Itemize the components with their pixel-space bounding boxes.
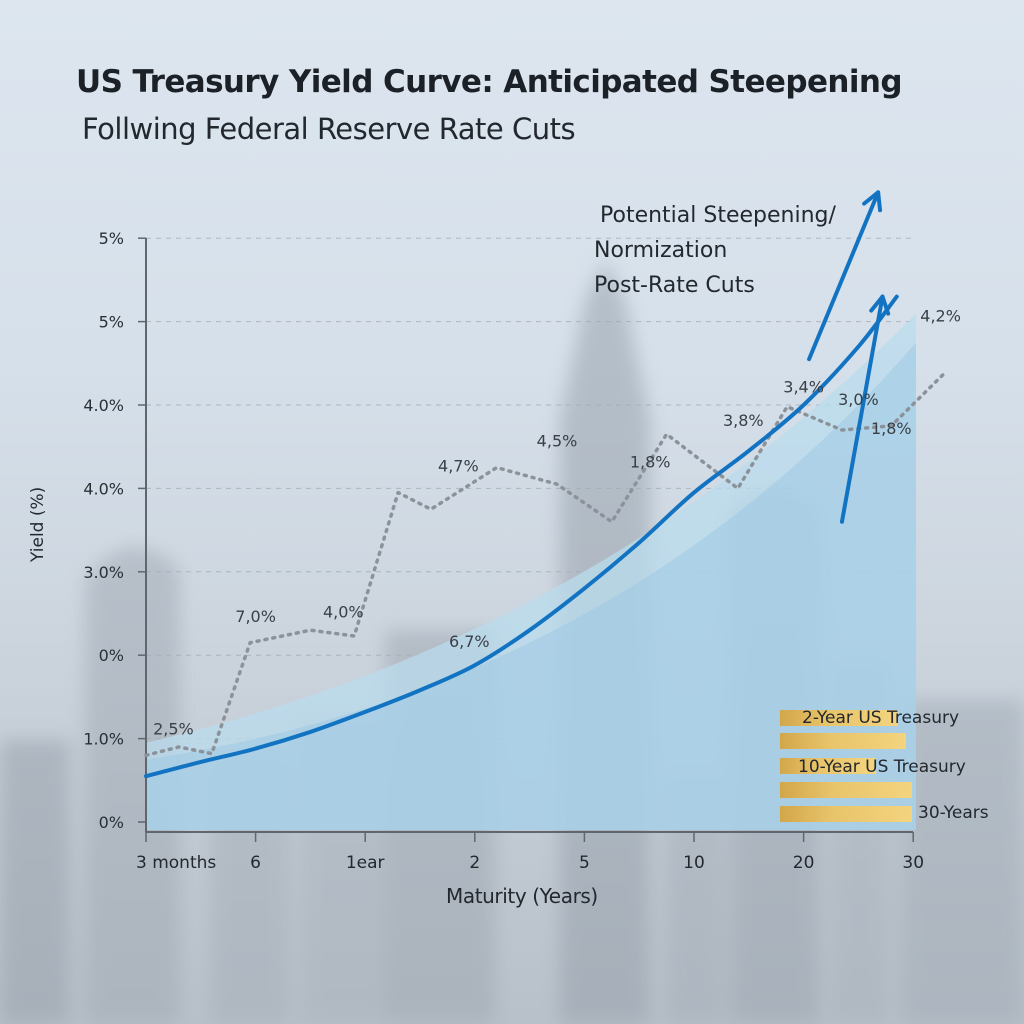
y-axis-ticks: 0% 1.0% 0% 3.0% 4.0% 4.0% 5% 5% — [83, 229, 146, 832]
legend-label-2yr: 2-Year US Treasury — [802, 708, 960, 728]
x-tick-label: 3 months — [136, 853, 216, 873]
annotation-line: Normization — [594, 238, 728, 263]
data-labels: 2,5% 7,0% 4,0% 6,7% 4,7% 4,5% 1,8% 3,8% 3,4% 3,0%… — [153, 307, 961, 739]
band-inner — [146, 342, 916, 830]
data-label: 7,0% — [235, 607, 276, 626]
data-label: 4,5% — [537, 432, 578, 451]
dotted-series-path — [144, 369, 948, 758]
projected-range-band — [146, 313, 916, 831]
chart-subtitle: Follwing Federal Reserve Rate Cuts — [82, 112, 576, 146]
legend-label-10yr: 10-Year US Treasury — [798, 757, 966, 777]
y-tick-label: 1.0% — [83, 730, 124, 749]
data-label: 3,0% — [838, 390, 879, 409]
data-label: 2,5% — [153, 719, 194, 738]
steepening-annotation: Potential Steepening/ Normization Post-R… — [594, 198, 854, 303]
x-tick-label: 2 — [469, 853, 480, 873]
steepening-arrow-head-icon — [862, 190, 883, 213]
data-label: 4,0% — [323, 603, 364, 622]
chart-axes — [145, 238, 913, 833]
legend-swatch-blank-1 — [780, 733, 906, 749]
legend-swatch-30yr — [780, 806, 912, 822]
data-label: 4,7% — [438, 457, 479, 476]
chart-title: US Treasury Yield Curve: Anticipated Ste… — [76, 64, 903, 100]
curve-end-arrow-shaft — [839, 294, 885, 524]
y-tick-label: 0% — [99, 813, 124, 832]
annotation-line: Potential Steepening/ — [600, 203, 836, 228]
data-label: 3,8% — [723, 411, 764, 430]
x-tick-label: 10 — [683, 853, 705, 873]
data-label: 6,7% — [449, 632, 490, 651]
data-label: 1,8% — [630, 453, 671, 472]
x-tick-label: 30 — [902, 853, 924, 873]
steepening-arrow-shaft — [807, 190, 881, 362]
y-axis-label: Yield (%) — [28, 486, 48, 562]
y-tick-label: 5% — [99, 229, 124, 248]
legend-swatch-2yr — [780, 710, 898, 726]
data-label: 3,4% — [783, 377, 824, 396]
y-tick-label: 0% — [99, 646, 124, 665]
chart-legend: 2-Year US Treasury 10-Year US Treasury 3… — [780, 706, 1020, 826]
y-tick-label: 3.0% — [83, 563, 124, 582]
data-label: 1,8% — [871, 419, 912, 438]
legend-label-30yr: 30-Years — [918, 803, 989, 823]
projected-yield-dotted-line — [144, 369, 948, 758]
x-tick-label: 6 — [250, 853, 261, 873]
y-tick-label: 5% — [99, 313, 124, 332]
annotation-line: Post-Rate Cuts — [594, 273, 755, 298]
y-tick-label: 4.0% — [83, 396, 124, 415]
x-tick-label: 5 — [579, 853, 590, 873]
y-tick-label: 4.0% — [83, 479, 124, 498]
steepening-arrows — [807, 190, 891, 524]
curve-end-arrow-head-icon — [869, 294, 891, 316]
solid-series-path — [144, 294, 899, 779]
data-label: 4,2% — [920, 307, 961, 326]
x-axis-ticks: 3 months 6 1ear 2 5 10 20 30 — [136, 832, 924, 873]
legend-swatch-blank-2 — [780, 782, 912, 798]
x-tick-label: 20 — [793, 853, 815, 873]
legend-swatch-10yr — [780, 758, 876, 774]
current-yield-curve-line — [144, 294, 899, 779]
x-tick-label: 1ear — [346, 853, 385, 873]
x-axis-label: Maturity (Years) — [446, 884, 598, 908]
